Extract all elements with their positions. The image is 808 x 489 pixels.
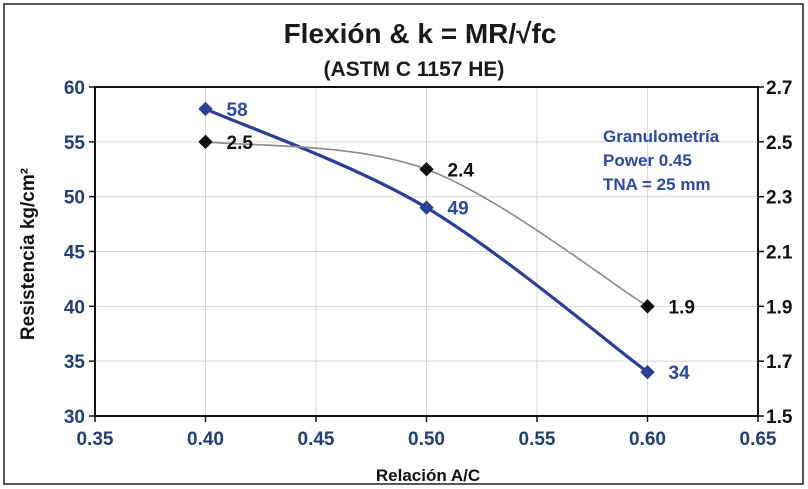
chart-frame	[3, 3, 804, 485]
y-tick-label: 50	[64, 188, 85, 209]
y-tick-label: 55	[64, 133, 86, 154]
y-tick-label: 45	[64, 243, 86, 264]
series-point-1	[640, 299, 655, 314]
data-label-0: 49	[448, 199, 469, 220]
series-point-0	[198, 101, 213, 117]
ticks: 0.35 0.40 0.45 0.50 0.55 0.60 0.65 30 35 40 45 50 55…	[64, 78, 793, 450]
x-tick-label: 0.40	[187, 429, 224, 450]
data-label-0: 34	[669, 363, 691, 384]
data-label-1: 1.9	[669, 297, 695, 318]
chart-subtitle: (ASTM C 1157 HE)	[324, 58, 505, 81]
y2-tick-label: 2.1	[766, 243, 793, 264]
x-axis-title: Relación A/C	[376, 466, 480, 485]
series: 58 49 34 2.5 2.4 1.9	[198, 100, 695, 384]
chart-title: Flexión & k = MR/√fc	[284, 18, 557, 49]
y2-tick-label: 2.5	[766, 133, 793, 154]
y-axis-title: Resistencia kg/cm²	[18, 168, 39, 340]
annotation-line-3: TNA = 25 mm	[603, 175, 711, 194]
y-tick-label: 30	[64, 407, 85, 428]
y2-tick-label: 2.7	[766, 78, 792, 99]
x-tick-label: 0.45	[298, 429, 335, 450]
series-point-0	[419, 200, 434, 215]
data-label-1: 2.5	[227, 133, 254, 154]
y-tick-label: 60	[64, 78, 85, 99]
y-tick-label: 40	[64, 297, 85, 318]
x-tick-label: 0.50	[408, 429, 445, 450]
y2-tick-label: 1.7	[766, 352, 792, 373]
x-tick-label: 0.65	[740, 429, 777, 450]
series-point-0	[640, 364, 655, 380]
y2-tick-label: 1.9	[766, 297, 792, 318]
annotation-line-1: Granulometría	[603, 127, 720, 146]
annotation-line-2: Power 0.45	[603, 151, 692, 170]
x-tick-label: 0.35	[77, 429, 114, 450]
x-tick-label: 0.60	[629, 429, 666, 450]
data-label-0: 58	[227, 100, 248, 121]
series-point-1	[419, 162, 434, 177]
y2-tick-label: 1.5	[766, 407, 793, 428]
x-tick-label: 0.55	[519, 429, 556, 450]
series-point-1	[198, 134, 213, 150]
y2-tick-label: 2.3	[766, 188, 792, 209]
y-tick-label: 35	[64, 352, 86, 373]
annotation: Granulometría Power 0.45 TNA = 25 mm	[603, 127, 720, 194]
data-label-1: 2.4	[448, 160, 475, 181]
